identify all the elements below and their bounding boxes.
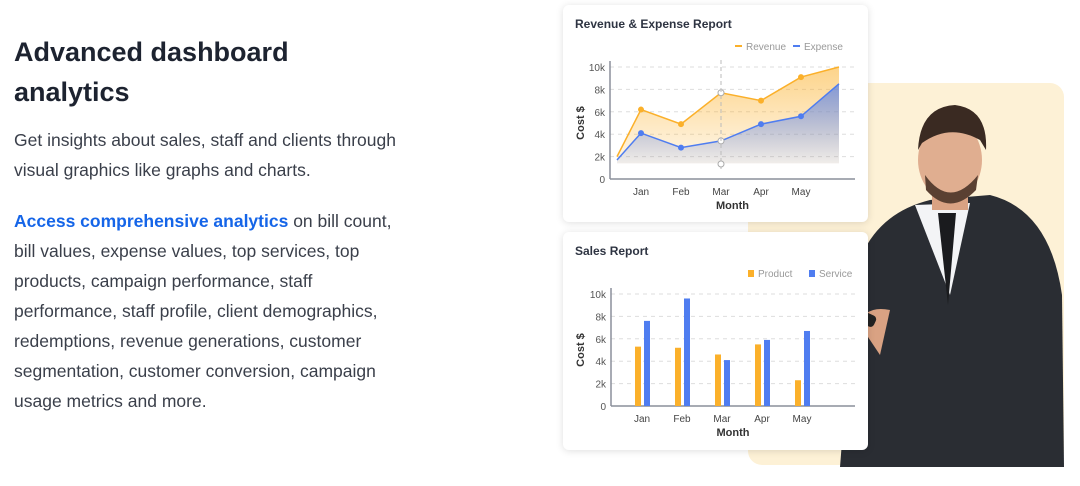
revenue-point xyxy=(798,74,804,81)
intro-text: Get insights about sales, staff and clie… xyxy=(14,130,396,180)
revenue-expense-card: Revenue & Expense Report 0 2k 4k 6k 8k 10k Jan… xyxy=(563,5,868,222)
legend-label: Revenue xyxy=(746,42,786,53)
chart-title: Sales Report xyxy=(575,244,649,258)
y-axis-label: Cost $ xyxy=(575,106,587,140)
chart-title: Revenue & Expense Report xyxy=(575,17,732,31)
y-axis-label: Cost $ xyxy=(575,333,587,367)
y-tick-label: 8k xyxy=(594,85,606,96)
revenue-point xyxy=(638,106,644,113)
legend-label: Expense xyxy=(804,42,843,53)
legend-marker xyxy=(748,270,754,277)
access-paragraph: Access comprehensive analytics on bill c… xyxy=(14,206,414,416)
expense-point xyxy=(798,113,804,120)
service-bar xyxy=(644,320,650,406)
revenue-point xyxy=(758,97,764,104)
y-tick-label: 10k xyxy=(590,290,607,301)
page-heading: Advanced dashboard analytics xyxy=(14,37,289,107)
legend-marker xyxy=(809,270,815,277)
x-tick-label: May xyxy=(793,414,812,425)
service-bar xyxy=(724,360,730,406)
x-tick-label: Feb xyxy=(673,414,691,425)
x-tick-label: Feb xyxy=(672,187,690,198)
x-tick-label: Jan xyxy=(634,414,650,425)
service-bar xyxy=(764,339,770,406)
expense-point xyxy=(758,121,764,128)
access-link[interactable]: Access comprehensive analytics xyxy=(14,211,289,231)
y-tick-label: 6k xyxy=(594,108,606,119)
access-text: on bill count, bill values, expense valu… xyxy=(14,211,392,411)
y-tick-label: 2k xyxy=(594,153,606,164)
sales-report-card: Sales Report 0 2k 4k 6k 8k 10k Jan Feb Mar Apr May… xyxy=(563,232,868,450)
legend-label: Service xyxy=(819,269,853,280)
x-tick-label: Mar xyxy=(712,187,730,198)
y-tick-label: 4k xyxy=(595,357,607,368)
x-axis-label: Month xyxy=(717,427,750,439)
y-tick-label: 6k xyxy=(595,335,607,346)
service-bar xyxy=(804,330,810,406)
x-tick-label: Apr xyxy=(753,187,769,198)
product-bar xyxy=(715,354,721,406)
y-tick-label: 4k xyxy=(594,130,606,141)
x-tick-label: Jan xyxy=(633,187,649,198)
y-tick-label: 2k xyxy=(595,380,607,391)
y-tick-label: 0 xyxy=(600,402,606,413)
product-bar xyxy=(795,380,801,406)
product-bar xyxy=(635,346,641,406)
businessman-photo xyxy=(828,105,1064,467)
crosshair-point xyxy=(717,160,725,168)
x-tick-label: Apr xyxy=(754,414,770,425)
legend-label: Product xyxy=(758,269,793,280)
service-bar xyxy=(684,298,690,406)
product-bar xyxy=(755,344,761,406)
expense-point xyxy=(638,130,644,137)
y-tick-label: 8k xyxy=(595,312,607,323)
revenue-point xyxy=(678,121,684,128)
x-tick-label: May xyxy=(792,187,811,198)
y-tick-label: 10k xyxy=(589,63,606,74)
expense-area xyxy=(617,83,839,164)
y-tick-label: 0 xyxy=(599,175,605,186)
x-tick-label: Mar xyxy=(713,414,731,425)
x-axis-label: Month xyxy=(716,200,749,212)
expense-point xyxy=(678,144,684,151)
product-bar xyxy=(675,347,681,406)
